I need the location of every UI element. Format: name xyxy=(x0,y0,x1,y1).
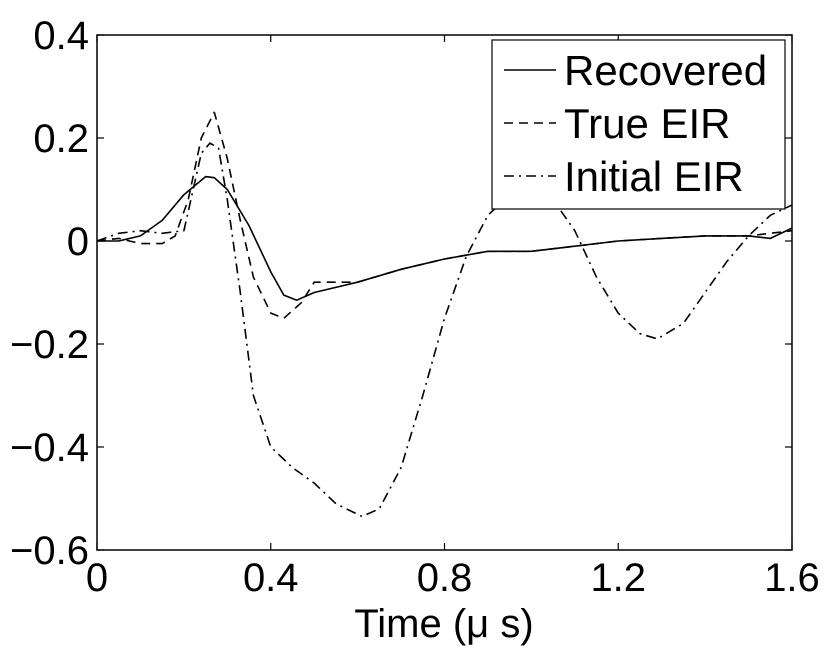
legend: Recovered True EIR Initial EIR xyxy=(491,39,786,210)
x-tick-label: 0 xyxy=(86,556,108,600)
x-axis-label: Time (μ s) xyxy=(354,602,533,646)
series-line-recovered xyxy=(97,175,792,301)
y-tick-label: 0.2 xyxy=(33,117,89,161)
y-tick-label: 0 xyxy=(67,220,89,264)
y-tick-label: −0.6 xyxy=(10,529,89,573)
x-tick-label: 1.2 xyxy=(590,556,646,600)
legend-label: Recovered xyxy=(564,47,767,94)
series-line-true-eir xyxy=(97,111,792,320)
legend-box xyxy=(491,39,786,210)
x-tick-label: 1.6 xyxy=(764,556,820,600)
y-tick-label: −0.2 xyxy=(10,323,89,367)
legend-label: True EIR xyxy=(564,100,730,147)
x-tick-label: 0.8 xyxy=(417,556,473,600)
series-line-initial-eir xyxy=(97,142,792,518)
x-tick-label: 0.4 xyxy=(243,556,299,600)
y-tick-label: 0.4 xyxy=(33,14,89,58)
legend-label: Initial EIR xyxy=(564,153,744,200)
y-tick-label: −0.4 xyxy=(10,426,89,470)
